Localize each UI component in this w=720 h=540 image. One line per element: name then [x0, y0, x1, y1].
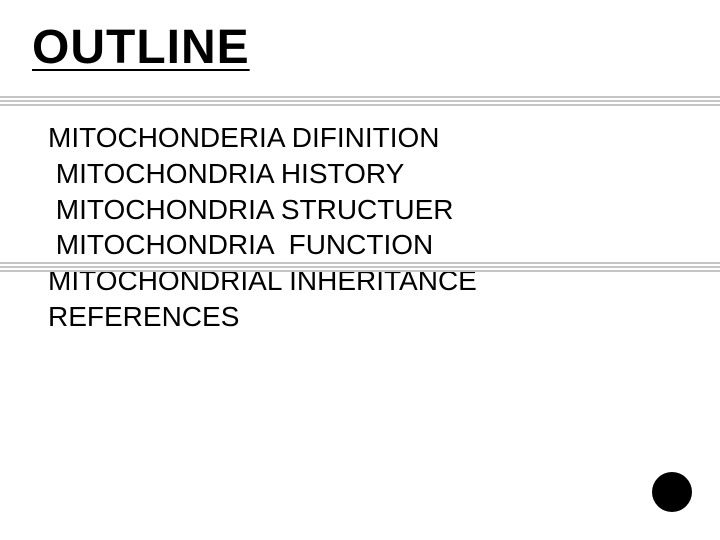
- divider-group-mid: [0, 262, 720, 272]
- divider-line: [0, 104, 720, 106]
- outline-item: MITOCHONDERIA DIFINITION: [48, 120, 477, 156]
- divider-line: [0, 96, 720, 98]
- divider-line: [0, 262, 720, 264]
- outline-item: MITOCHONDRIA STRUCTUER: [48, 192, 477, 228]
- slide: OUTLINE MITOCHONDERIA DIFINITION MITOCHO…: [0, 0, 720, 540]
- outline-item: MITOCHONDRIA HISTORY: [48, 156, 477, 192]
- outline-item: REFERENCES: [48, 299, 477, 335]
- divider-line: [0, 100, 720, 102]
- outline-item: MITOCHONDRIA FUNCTION: [48, 227, 477, 263]
- slide-title: OUTLINE: [32, 20, 250, 75]
- divider-group-top: [0, 96, 720, 106]
- divider-line: [0, 266, 720, 268]
- divider-line: [0, 270, 720, 272]
- corner-dot-icon: [652, 472, 692, 512]
- outline-items: MITOCHONDERIA DIFINITION MITOCHONDRIA HI…: [48, 120, 477, 335]
